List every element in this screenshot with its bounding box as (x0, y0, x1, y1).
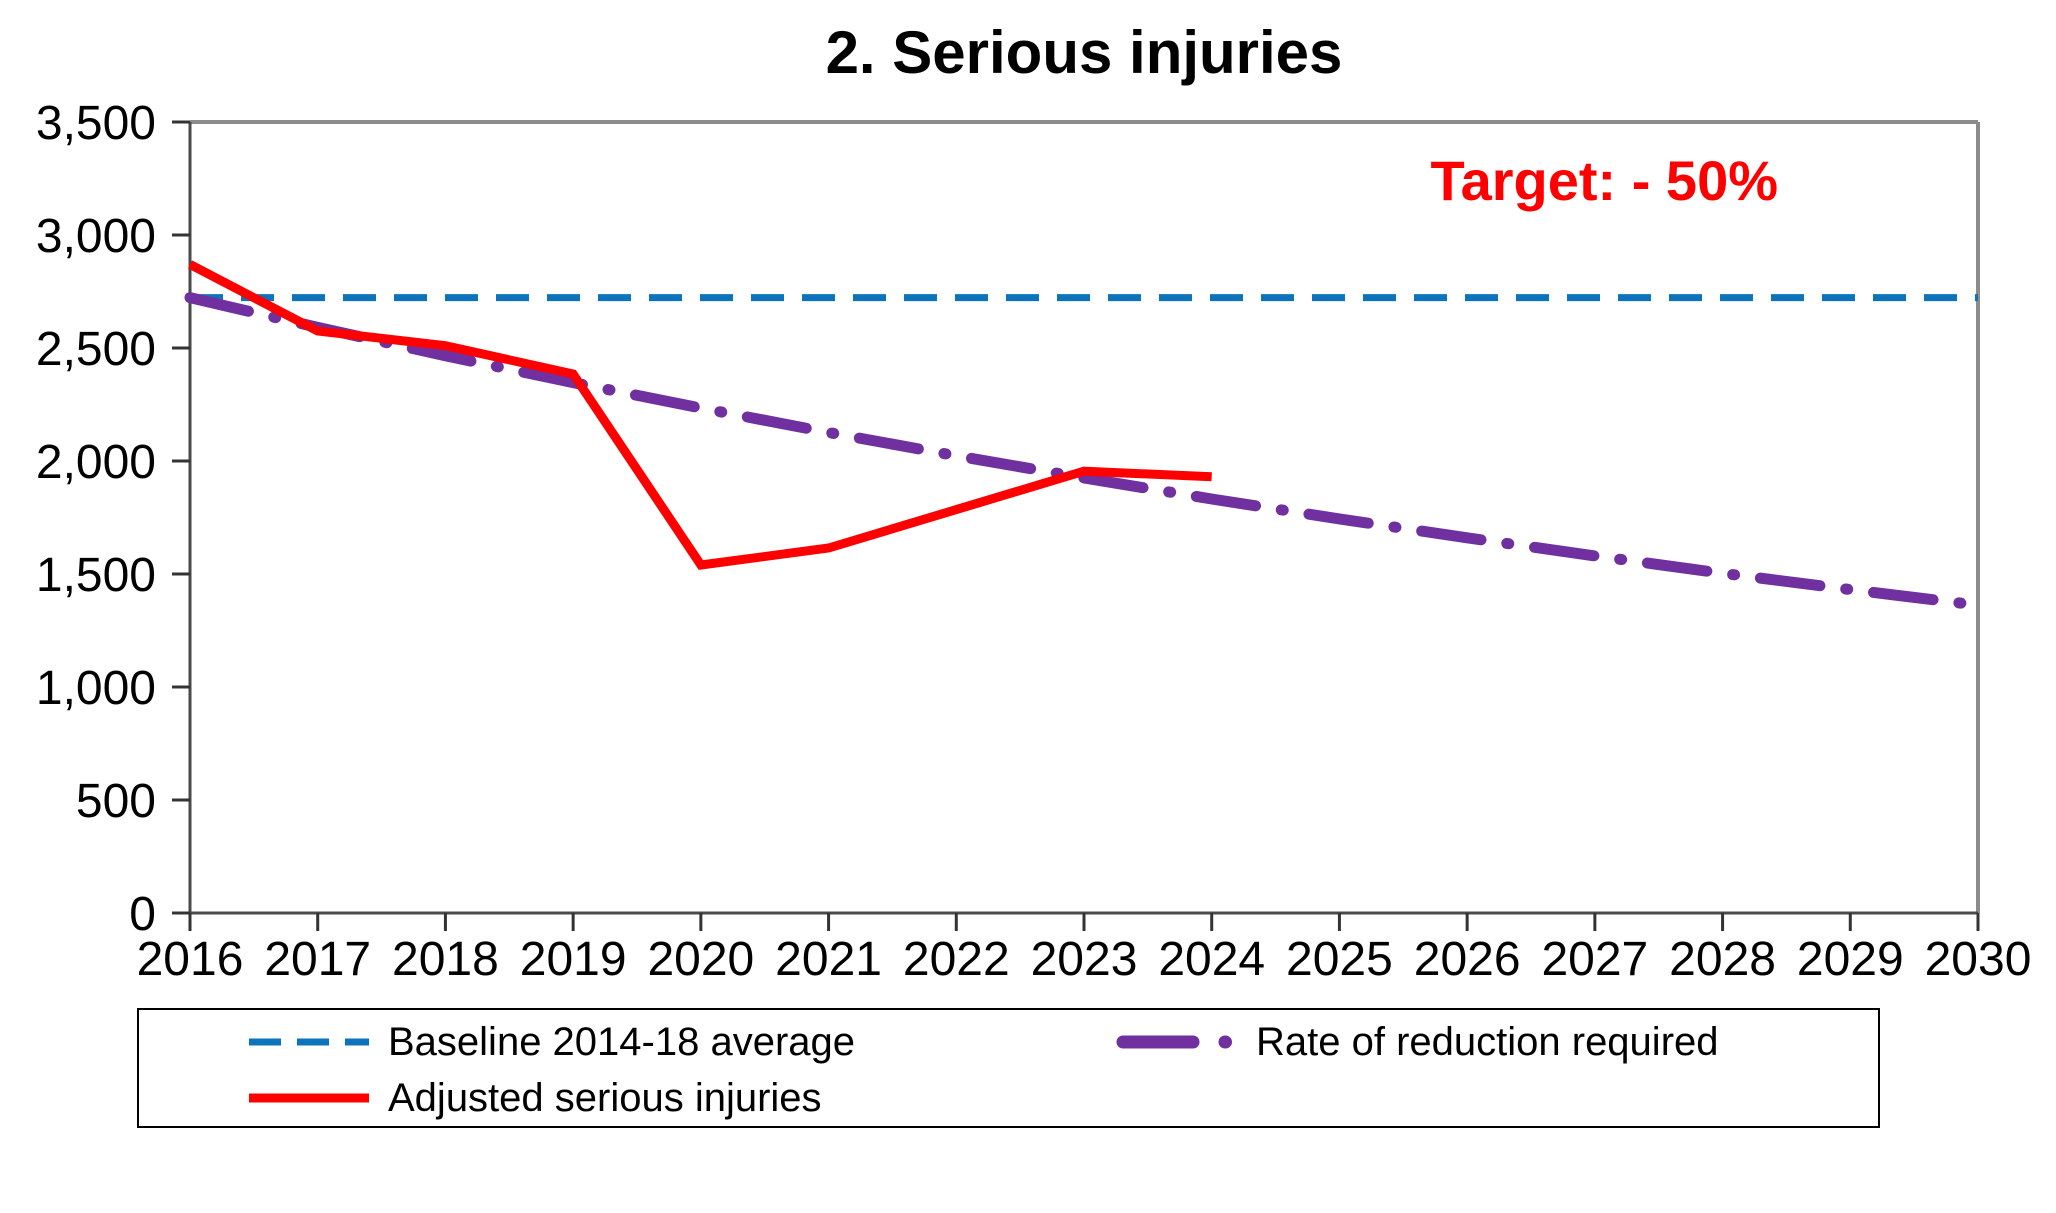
y-axis-tick-label: 3,000 (36, 210, 156, 263)
x-axis-tick-label: 2020 (647, 933, 754, 986)
legend-line-sample-baseline-icon (249, 1038, 369, 1046)
x-axis-tick-label: 2025 (1286, 933, 1393, 986)
chart-legend: Baseline 2014-18 average Rate of reducti… (137, 1008, 1880, 1128)
y-axis-tick-label: 0 (129, 888, 156, 941)
target-annotation: Target: - 50% (1430, 149, 1778, 212)
x-axis-tick-label: 2021 (775, 933, 882, 986)
y-axis-tick-label: 500 (76, 775, 156, 828)
y-axis-tick-label: 2,500 (36, 323, 156, 376)
y-axis-tick-label: 2,000 (36, 436, 156, 489)
legend-label-adjusted-injuries: Adjusted serious injuries (388, 1076, 822, 1120)
y-axis-tick-label: 1,000 (36, 662, 156, 715)
x-axis-tick-label: 2030 (1925, 933, 2032, 986)
x-axis-tick-label: 2028 (1669, 933, 1776, 986)
chart-title: 2. Serious injuries (825, 19, 1343, 86)
x-axis-tick-label: 2024 (1158, 933, 1265, 986)
x-axis-tick-label: 2029 (1797, 933, 1904, 986)
x-axis-tick-label: 2027 (1541, 933, 1648, 986)
series-line-rate-of-reduction-required (184, 292, 1984, 611)
y-axis-tick-label: 3,500 (36, 97, 156, 150)
x-axis-tick-label: 2018 (392, 933, 499, 986)
legend-label-baseline: Baseline 2014-18 average (388, 1020, 856, 1064)
y-axis-tick-label: 1,500 (36, 549, 156, 602)
legend-item-adjusted-injuries: Adjusted serious injuries (248, 1074, 822, 1122)
legend-item-baseline: Baseline 2014-18 average (248, 1018, 855, 1066)
x-axis-tick-label: 2017 (264, 933, 371, 986)
legend-label-rate-of-reduction: Rate of reduction required (1256, 1020, 1719, 1064)
legend-line-sample-adjusted-icon (249, 1093, 369, 1103)
x-axis-tick-label: 2022 (903, 933, 1010, 986)
x-axis-tick-label: 2019 (520, 933, 627, 986)
legend-item-rate-of-reduction: Rate of reduction required (1116, 1018, 1719, 1066)
x-axis-tick-label: 2026 (1414, 933, 1521, 986)
series-line-adjusted-serious-injuries (187, 260, 1212, 570)
legend-line-sample-rate-icon (1116, 1035, 1238, 1049)
x-axis-tick-label: 2016 (137, 933, 244, 986)
x-axis-tick-label: 2023 (1031, 933, 1138, 986)
